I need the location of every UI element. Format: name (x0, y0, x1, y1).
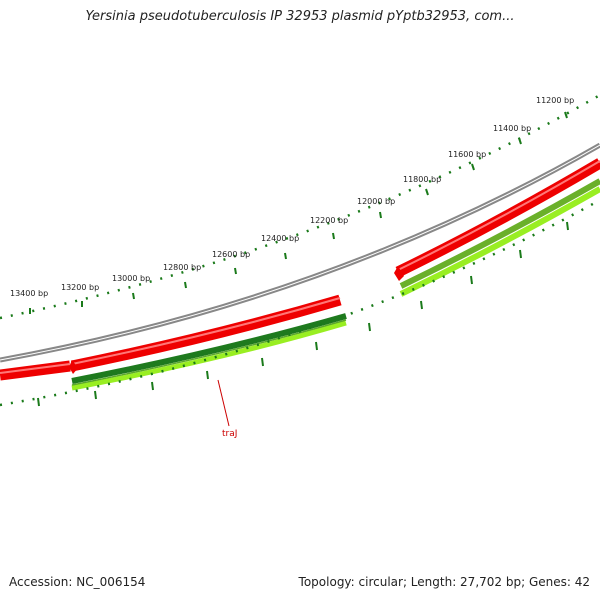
outer-ruler-ticks (29, 111, 568, 314)
ruler-label-13400: 13400 bp (10, 289, 48, 298)
ruler-label-11800: 11800 bp (403, 175, 441, 184)
ruler-label-11600: 11600 bp (448, 150, 486, 159)
gene-trai-light (71, 320, 347, 391)
ruler-label-12400: 12400 bp (261, 234, 299, 243)
cds-forward-right (395, 158, 600, 277)
cds-forward-right-arrow (394, 266, 404, 281)
ruler-label-12800: 12800 bp (163, 263, 201, 272)
gene-trai-dark (71, 313, 347, 384)
cds-forward-middle-arrow (69, 360, 78, 374)
ruler-label-12200: 12200 bp (310, 216, 348, 225)
ruler-label-12000: 12000 bp (357, 197, 395, 206)
cds-forward-middle (70, 294, 342, 372)
summary-text: Topology: circular; Length: 27,702 bp; G… (298, 575, 590, 589)
ruler-label-11400: 11400 bp (493, 124, 531, 133)
cds-forward-left (0, 360, 71, 381)
ruler-label-13000: 13000 bp (112, 274, 150, 283)
gene-label-leader (217, 379, 230, 427)
gene-label-trai: traJ (222, 429, 237, 439)
accession-text: Accession: NC_006154 (9, 575, 146, 589)
gene-right-dark (399, 178, 600, 289)
map-title: Yersinia pseudotuberculosis IP 32953 pla… (85, 9, 515, 24)
ruler-label-11200: 11200 bp (536, 96, 574, 105)
ruler-label-12600: 12600 bp (212, 250, 250, 259)
ruler-label-13200: 13200 bp (61, 283, 99, 292)
inner-ruler-ticks (37, 221, 569, 407)
gene-right-light (399, 186, 600, 297)
